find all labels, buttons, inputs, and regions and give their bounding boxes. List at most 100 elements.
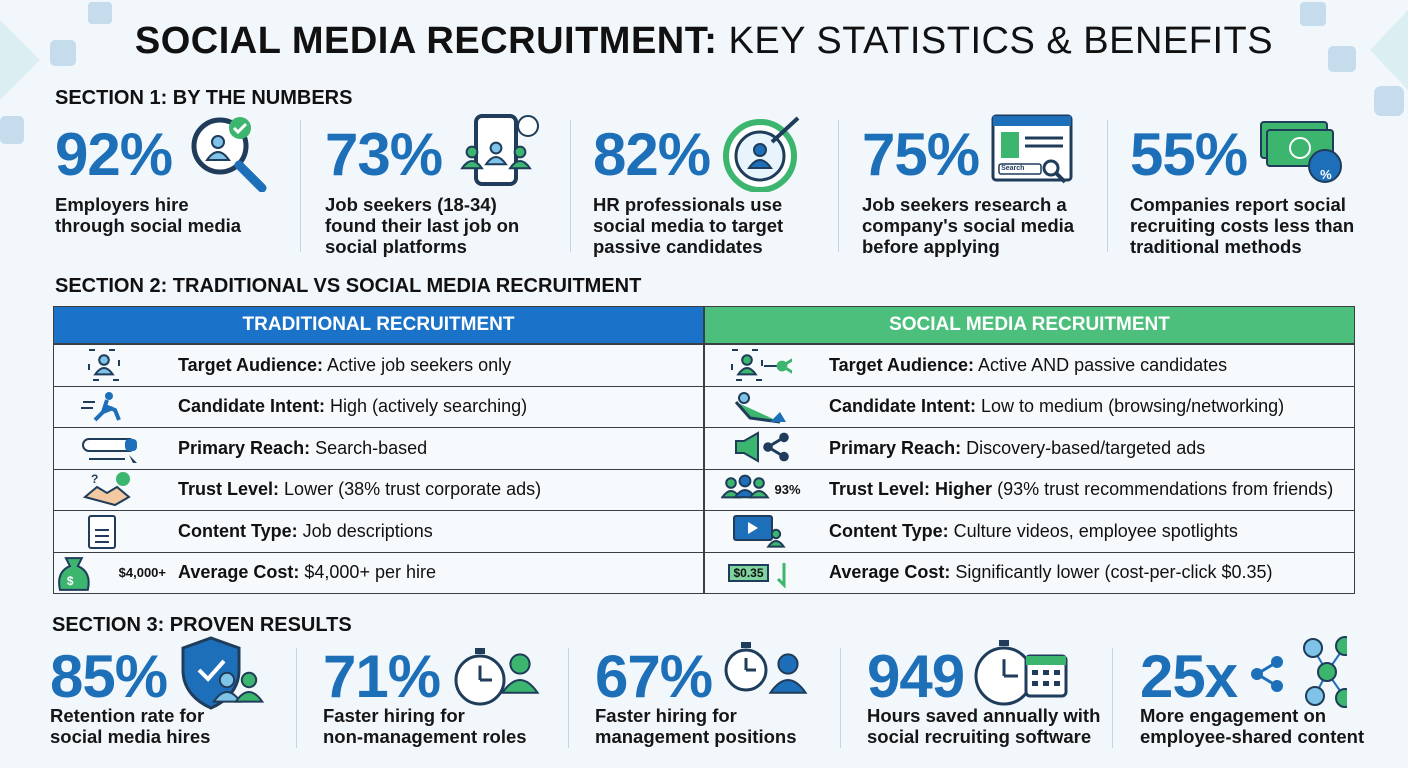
icon [735, 431, 789, 463]
cell-icon [54, 512, 166, 550]
label-line: Job seekers research a [862, 194, 1067, 215]
cell-value: Low to medium (browsing/networking) [981, 396, 1285, 417]
label-line: traditional methods [1130, 236, 1302, 257]
icon-part [770, 529, 782, 540]
stat-card: 92% Employers hire through social media [55, 115, 315, 236]
cell-value: Discovery-based/targeted ads [966, 437, 1206, 458]
icon-part [88, 349, 120, 382]
icon [1260, 120, 1343, 183]
table-cell: Candidate Intent: High (actively searchi… [53, 385, 704, 428]
table-cell: Primary Reach: Search-based [53, 427, 704, 470]
section-heading: SECTION 1: BY THE NUMBERS [55, 87, 353, 109]
icon-part [738, 391, 750, 404]
icon-part [129, 455, 137, 464]
cell-value: High (actively searching) [330, 396, 528, 417]
stat-top: 75% Search [862, 114, 1122, 193]
icon-part [1054, 171, 1067, 183]
icon-holder [722, 634, 822, 719]
icon-part [1271, 655, 1284, 668]
label-line: non-management roles [323, 726, 527, 747]
stat-top: 92% [55, 115, 315, 193]
icon-part: $ [67, 574, 74, 588]
cell-icon: ? [54, 471, 166, 509]
section-heading: SECTION 3: PROVEN RESULTS [52, 614, 352, 636]
icon-part [776, 562, 786, 589]
icon-part [768, 678, 808, 694]
icon-part [116, 471, 130, 486]
divider [1107, 120, 1108, 252]
label-line: Faster hiring for [323, 705, 465, 726]
cell-text: Candidate Intent: High (actively searchi… [178, 396, 527, 417]
stat-value: 71% [323, 642, 441, 710]
stat-label: Hours saved annually with social recruiti… [867, 705, 1100, 747]
stat-card: 55%% Companies report social recruiting co… [1130, 115, 1390, 257]
cell-text: Content Type: Job descriptions [178, 521, 433, 542]
icon-part [218, 671, 236, 688]
cell-term: Target Audience: [178, 354, 324, 375]
icon-part [197, 659, 226, 682]
cell-text: Primary Reach: Discovery-based/targeted … [829, 438, 1205, 459]
icon: $ [58, 556, 90, 591]
table-cell: Target Audience: Active job seekers only [53, 344, 704, 387]
stat-label: Job seekers research a company's social m… [862, 194, 1074, 257]
stat-label: Job seekers (18-34) found their last job … [325, 194, 519, 257]
stat-card: 25x More engagement on employee-shared con… [1140, 635, 1400, 747]
icon-holder [177, 634, 277, 719]
icon-part [753, 142, 768, 157]
table-cell: $0.35 Average Cost: Significantly lower (… [704, 551, 1355, 594]
cell-term: Trust Level: [178, 479, 280, 500]
stat-top: 25x [1140, 635, 1400, 715]
section-heading: SECTION 2: TRADITIONAL VS SOCIAL MEDIA R… [55, 275, 642, 297]
icon-part [748, 522, 758, 535]
icon-part [1303, 637, 1324, 658]
label-line: Job seekers (18-34) [325, 194, 497, 215]
icon-part [734, 400, 781, 424]
stat-card: 75% Search Job seekers research a company's… [862, 114, 1122, 257]
cell-value: Lower (38% trust corporate ads) [284, 479, 542, 500]
stat-label: HR professionals use social media to targ… [593, 194, 783, 257]
icon [723, 116, 800, 193]
deco-icon [0, 116, 24, 144]
label-line: HR professionals use [593, 194, 783, 215]
icon-part [753, 476, 766, 489]
icon-part [731, 349, 763, 382]
cell-term: Content Type: [178, 520, 298, 541]
icon: ? [82, 471, 131, 506]
label-line: social platforms [325, 236, 467, 257]
title-bold: SOCIAL MEDIA RECRUITMENT: [134, 20, 718, 62]
cell-value: Active AND passive candidates [978, 354, 1228, 375]
table-cell: Candidate Intent: Low to medium (browsin… [704, 385, 1355, 428]
stat-label: Companies report social recruiting costs … [1130, 194, 1354, 257]
icon-part [513, 145, 527, 158]
cell-text: Trust Level: Higher (93% trust recommend… [829, 479, 1333, 500]
icon [734, 391, 786, 424]
icon-part [999, 639, 1010, 646]
stat-card: 67% Faster hiring for management positions [595, 637, 855, 747]
table-cell: Primary Reach: Discovery-based/targeted … [704, 427, 1355, 470]
stat-card: 949 Hours saved annually with social recru… [867, 637, 1127, 747]
label-line: social media to target [593, 215, 784, 236]
label-line: company's social media [862, 215, 1075, 236]
icon-part [233, 690, 265, 703]
divider [296, 648, 297, 748]
title-light: KEY STATISTICS & BENEFITS [728, 20, 1274, 62]
divider [1112, 648, 1113, 748]
icon [454, 647, 540, 705]
cell-term: Primary Reach: [829, 437, 962, 458]
label-line: Hours saved annually with [867, 705, 1101, 726]
icon-part [1026, 655, 1067, 665]
stat-card: 82% HR professionals use social media to t… [593, 115, 853, 257]
stat-label: Employers hire through social media [55, 194, 241, 236]
icon [991, 114, 1073, 183]
table-header: SOCIAL MEDIA RECRUITMENT [704, 306, 1355, 344]
icon-holder: % [1257, 112, 1345, 197]
icon-part [1043, 669, 1050, 675]
cell-icon [705, 512, 817, 550]
table-cell: $ $4,000+ Average Cost: $4,000+ per hire [53, 551, 704, 594]
icon-part [1317, 661, 1338, 682]
icon-part [763, 442, 773, 453]
icon-part [58, 556, 90, 591]
stat-value: 92% [55, 120, 173, 188]
cell-value: Significantly lower (cost-per-click $0.3… [955, 562, 1273, 583]
